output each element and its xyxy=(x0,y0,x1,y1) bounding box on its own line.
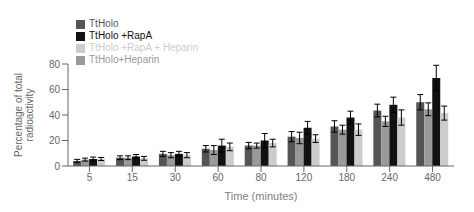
svg-text:120: 120 xyxy=(296,172,313,183)
svg-text:240: 240 xyxy=(381,172,398,183)
svg-text:60: 60 xyxy=(213,172,225,183)
svg-text:480: 480 xyxy=(424,172,441,183)
svg-text:Time (minutes): Time (minutes) xyxy=(225,190,298,202)
svg-text:5: 5 xyxy=(87,172,93,183)
svg-text:80: 80 xyxy=(49,59,61,70)
html-text:TtHolo+Heparin: TtHolo+Heparin xyxy=(89,54,160,65)
svg-text:15: 15 xyxy=(127,172,139,183)
svg-text:60: 60 xyxy=(49,84,61,95)
svg-text:20: 20 xyxy=(49,135,61,146)
svg-text:30: 30 xyxy=(170,172,182,183)
html-text:TtHolo +RapA: TtHolo +RapA xyxy=(89,30,153,41)
svg-text:0: 0 xyxy=(54,161,60,172)
html-text:TtHolo +RapA + Heparin: TtHolo +RapA + Heparin xyxy=(89,42,198,53)
svg-text:180: 180 xyxy=(338,172,355,183)
svg-text:Percentage of totalradioactivi: Percentage of totalradioactivity xyxy=(13,73,35,157)
svg-text:80: 80 xyxy=(255,172,267,183)
html-text:TtHolo: TtHolo xyxy=(89,18,119,29)
svg-text:40: 40 xyxy=(49,110,61,121)
